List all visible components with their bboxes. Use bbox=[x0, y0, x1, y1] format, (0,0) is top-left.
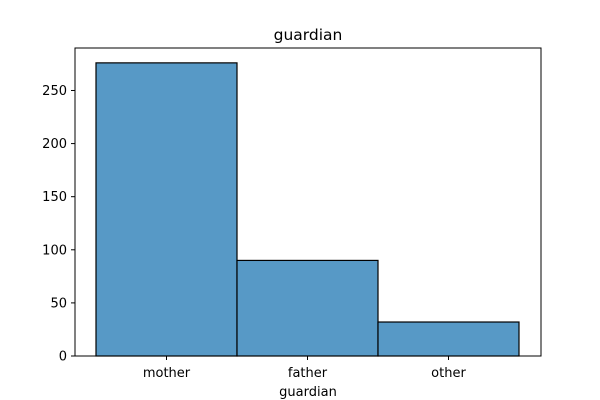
bar-mother bbox=[95, 62, 238, 357]
y-tick-label: 200 bbox=[42, 137, 67, 152]
x-tick-label: other bbox=[431, 366, 466, 381]
y-tick-label: 100 bbox=[42, 243, 67, 258]
y-tick-label: 0 bbox=[59, 350, 67, 365]
plot-frame bbox=[74, 47, 542, 357]
x-axis-title: guardian bbox=[279, 385, 337, 400]
y-tick-label: 250 bbox=[42, 84, 67, 99]
x-tick-label: father bbox=[288, 366, 328, 381]
bars-group bbox=[95, 62, 520, 357]
y-ticks: 0 50 100 150 200 250 bbox=[42, 84, 75, 365]
bar-other bbox=[377, 321, 520, 357]
x-tick-label: mother bbox=[143, 366, 191, 381]
chart-title: guardian bbox=[274, 26, 343, 44]
y-tick-label: 50 bbox=[50, 296, 67, 311]
y-tick-label: 150 bbox=[42, 190, 67, 205]
x-ticks: mother father other bbox=[143, 356, 466, 381]
bar-father bbox=[236, 259, 379, 357]
